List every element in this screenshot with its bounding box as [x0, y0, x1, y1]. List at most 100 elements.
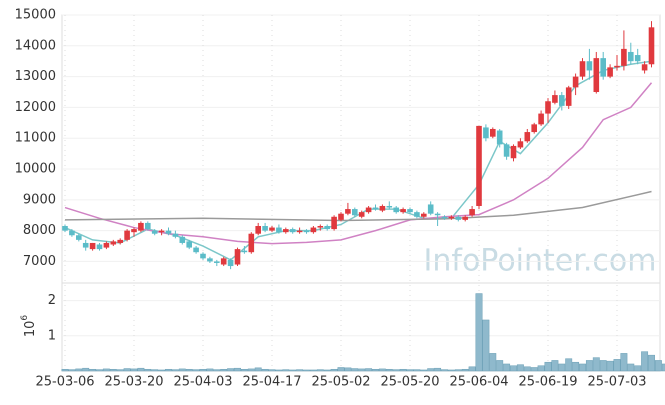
candle-body: [255, 226, 261, 234]
volume-bar: [599, 360, 607, 372]
volume-bar: [551, 360, 559, 372]
volume-bar: [420, 369, 428, 372]
candle-body: [531, 124, 537, 133]
volume-axis-label: 106: [20, 315, 38, 338]
volume-bar: [385, 368, 393, 372]
candle-body: [586, 61, 593, 71]
volume-bar: [351, 368, 359, 372]
volume-bar: [399, 368, 407, 372]
volume-bar: [206, 368, 214, 372]
x-tick-label: 25-04-03: [173, 375, 232, 390]
candle-body: [62, 226, 68, 231]
candle-body: [559, 95, 565, 106]
candle-body: [338, 213, 344, 220]
y-tick-label: 10000: [15, 162, 56, 177]
volume-bar: [530, 367, 538, 372]
volume-bar: [565, 358, 573, 372]
volume-bar: [447, 369, 455, 372]
volume-bar: [620, 353, 628, 372]
candle-body: [69, 230, 75, 236]
volume-bar: [585, 360, 593, 372]
candle-body: [524, 132, 531, 142]
volume-bar: [413, 369, 421, 372]
candle-body: [234, 249, 241, 265]
candle-body: [386, 205, 393, 208]
candle-body: [600, 58, 606, 77]
candle-body: [103, 242, 110, 248]
volume-bar: [247, 368, 255, 372]
candle-body: [227, 259, 234, 267]
volume-bar: [406, 369, 414, 372]
candle-body: [145, 222, 151, 230]
x-tick-label: 25-06-04: [449, 375, 508, 390]
y-tick-label: 15000: [15, 8, 56, 23]
volume-bar: [537, 365, 545, 372]
volume-bar: [158, 369, 166, 372]
volume-bar: [634, 365, 642, 372]
candle-body: [331, 216, 337, 230]
candle-body: [89, 242, 96, 250]
volume-bar: [613, 359, 621, 372]
candle-body: [131, 229, 137, 233]
candle-body: [434, 213, 441, 216]
candle-body: [614, 65, 620, 68]
volume-bar: [461, 368, 469, 372]
candle-body: [220, 258, 227, 265]
volume-bar: [213, 369, 221, 372]
volume-bar: [316, 369, 324, 372]
volume-bar: [220, 368, 228, 372]
candle-body: [607, 67, 613, 77]
candle-body: [200, 253, 206, 259]
volume-bar: [75, 368, 83, 372]
volume-bar: [523, 366, 531, 372]
candle-body: [165, 230, 172, 234]
x-tick-label: 25-05-02: [311, 375, 370, 390]
volume-bar: [171, 369, 179, 372]
volume-bar: [254, 367, 262, 372]
volume-bar: [510, 365, 517, 372]
volume-bar: [606, 360, 614, 372]
candle-body: [324, 226, 330, 230]
candle-body: [303, 230, 310, 233]
volume-bar: [199, 368, 207, 372]
candle-body: [414, 212, 420, 217]
candle-body: [193, 247, 199, 253]
volume-bar: [96, 369, 103, 372]
volume-bar: [496, 360, 504, 372]
candle-body: [207, 258, 213, 262]
candle-body: [565, 87, 572, 106]
volume-bar: [503, 363, 511, 372]
candle-body: [262, 226, 268, 231]
x-tick-label: 25-06-19: [518, 375, 577, 390]
volume-bar: [137, 367, 145, 372]
volume-bar: [337, 367, 345, 372]
candle-body: [241, 250, 248, 253]
volume-bar: [468, 366, 476, 372]
volume-bar: [240, 368, 248, 372]
volume-bar: [344, 367, 352, 372]
volume-bar: [427, 368, 435, 372]
volume-bar: [68, 369, 76, 372]
candle-body: [76, 235, 82, 240]
plot-frame: [61, 14, 661, 372]
volume-bar: [358, 368, 366, 372]
volume-bar: [475, 293, 483, 372]
volume-bar: [123, 368, 131, 372]
candle-body: [490, 128, 496, 137]
x-tick-label: 25-07-03: [587, 375, 646, 390]
candle-body: [358, 212, 365, 217]
candle-body: [289, 229, 296, 233]
volume-bar: [178, 368, 186, 372]
candle-body: [110, 241, 117, 245]
volume-bar: [365, 368, 373, 372]
candle-body: [138, 222, 144, 231]
candle-body: [296, 230, 303, 233]
volume-bar: [261, 368, 269, 372]
volume-bar: [627, 363, 635, 372]
candle-body: [628, 51, 634, 62]
candle-body: [400, 209, 406, 213]
candle-body: [372, 207, 379, 210]
candle-body: [621, 48, 627, 66]
volume-bar: [392, 369, 400, 372]
